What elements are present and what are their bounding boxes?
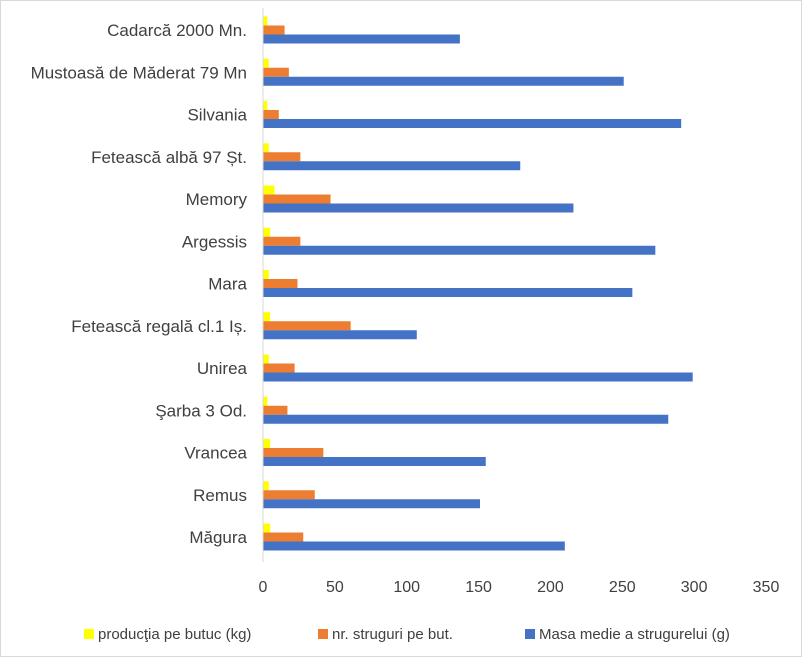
legend-entry-1: producţia pe butuc (kg) [84,626,251,643]
bar-series-1 [263,143,269,153]
x-tick-label: 100 [393,579,420,596]
bar-series-3 [263,330,417,340]
legend-swatch [84,629,94,639]
bar-series-1 [263,523,271,533]
category-label: Silvania [187,106,247,125]
bar-series-2 [263,363,295,373]
bar-series-3 [263,457,486,466]
bar-series-2 [263,67,289,77]
x-tick-label: 350 [753,579,780,596]
bar-series-1 [263,396,268,406]
category-labels: Cadarcă 2000 Mn. Mustoasă de Măderat 79 M… [31,21,248,547]
bar-series-3 [263,203,574,213]
bar-series-2 [263,194,331,204]
bar-series-2 [263,152,301,162]
legend-label: nr. struguri pe but. [332,626,453,643]
bar-series-1 [263,185,275,195]
legend: producţia pe butuc (kg) nr. struguri pe b… [84,626,730,643]
bar-series-3 [263,245,656,255]
bar-series-1 [263,16,268,26]
x-tick-label: 300 [681,579,708,596]
bar-series-1 [263,312,271,322]
bar-series-1 [263,58,269,68]
x-tick-label: 0 [259,579,268,596]
bar-series-3 [263,499,481,509]
category-label: Cadarcă 2000 Mn. [107,21,247,40]
bar-series-3 [263,414,669,424]
category-label: Măgura [189,528,247,547]
bar-series-3 [263,76,624,86]
bar-series-2 [263,532,304,542]
category-label: Argessis [182,232,247,251]
legend-entry-3: Masa medie a strugurelui (g) [525,626,730,643]
x-tick-labels: 0 50 100 150 200 250 300 350 [259,579,780,596]
category-label: Unirea [197,359,248,378]
legend-entry-2: nr. struguri pe but. [318,626,453,643]
legend-swatch [525,629,535,639]
category-label: Şarba 3 Od. [155,401,247,420]
legend-label: producţia pe butuc (kg) [98,626,251,643]
bar-series-2 [263,405,288,415]
category-label: Remus [193,486,247,505]
category-label: Fetească regală cl.1 Iș. [71,317,247,336]
bar-series-3 [263,119,682,128]
bar-series-3 [263,541,565,551]
bar-series-3 [263,34,460,44]
bar-series-3 [263,288,633,297]
bar-series-1 [263,101,268,110]
bars-group [263,16,693,551]
bar-series-1 [263,481,269,491]
category-label: Mara [208,275,247,294]
legend-swatch [318,629,328,639]
bar-series-1 [263,227,271,237]
bar-series-2 [263,490,315,500]
bar-series-1 [263,354,269,364]
bar-series-2 [263,25,285,35]
category-label: Mustoasă de Măderat 79 Mn [31,63,247,82]
bar-series-2 [263,110,279,119]
category-label: Memory [186,190,248,209]
bar-series-1 [263,439,271,448]
bar-series-2 [263,236,301,246]
x-tick-label: 200 [537,579,564,596]
bar-series-2 [263,279,298,288]
category-label: Vrancea [184,444,247,463]
category-label: Fetească albă 97 Șt. [91,148,247,167]
bar-series-2 [263,321,351,331]
bar-series-1 [263,270,269,279]
bar-series-3 [263,161,521,171]
bar-series-3 [263,372,693,382]
bar-series-2 [263,448,324,457]
x-tick-label: 50 [326,579,344,596]
x-tick-label: 150 [465,579,492,596]
legend-label: Masa medie a strugurelui (g) [539,626,730,643]
x-tick-label: 250 [609,579,636,596]
